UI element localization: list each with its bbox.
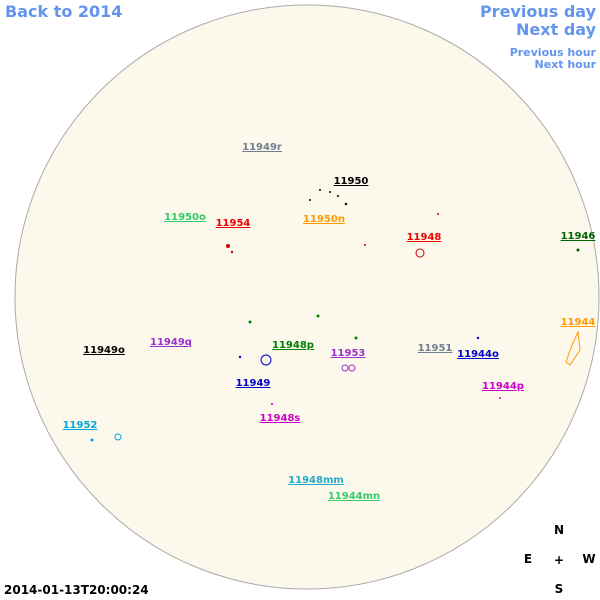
compass-west: W [582, 552, 595, 566]
region-label[interactable]: 11946 [561, 231, 596, 242]
next-day-link[interactable]: Next day [516, 20, 597, 39]
region-label[interactable]: 11944p [482, 381, 524, 392]
compass-east: E [524, 552, 532, 566]
region-label[interactable]: 11949q [150, 337, 192, 348]
region-label[interactable]: 11948s [260, 413, 301, 424]
region-label[interactable]: 11948mm [288, 475, 344, 486]
next-hour-link[interactable]: Next hour [535, 58, 597, 71]
region-label[interactable]: 11948p [272, 340, 314, 351]
region-label[interactable]: 11953 [331, 348, 366, 359]
region-label[interactable]: 11951 [418, 343, 453, 354]
compass-north: N [554, 523, 564, 537]
region-label[interactable]: 11944 [561, 317, 596, 328]
region-label[interactable]: 11944o [457, 349, 499, 360]
spots [90, 189, 581, 442]
previous-day-link[interactable]: Previous day [480, 2, 597, 21]
region-label[interactable]: 11950 [334, 176, 369, 187]
region-label[interactable]: 11944mn [328, 491, 380, 502]
region-label[interactable]: 11954 [216, 218, 251, 229]
solar-disk [14, 4, 600, 590]
region-label[interactable]: 11952 [63, 420, 98, 431]
compass-south: S [555, 582, 564, 596]
region-labels: 11949r 11950 11950o 11954 11950n 11948 1… [63, 142, 596, 502]
timestamp: 2014-01-13T20:00:24 [4, 583, 149, 597]
region-label[interactable]: 11949 [236, 378, 271, 389]
region-label[interactable]: 11950n [303, 214, 345, 225]
previous-hour-link[interactable]: Previous hour [510, 46, 597, 59]
region-label[interactable]: 11950o [164, 212, 206, 223]
region-label[interactable]: 11949o [83, 345, 125, 356]
region-label[interactable]: 11948 [407, 232, 442, 243]
back-link[interactable]: Back to 2014 [5, 2, 122, 21]
region-label[interactable]: 11949r [242, 142, 282, 153]
compass-center: + [554, 553, 564, 567]
